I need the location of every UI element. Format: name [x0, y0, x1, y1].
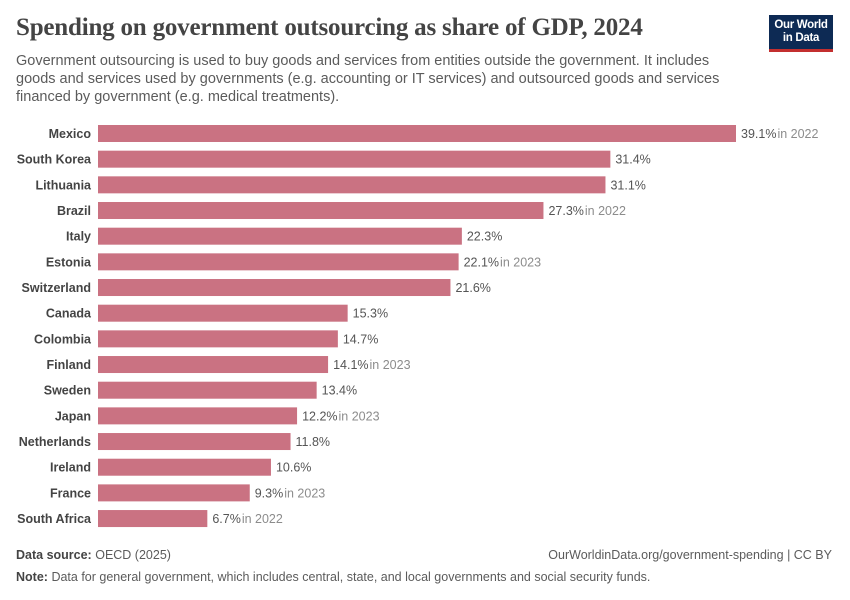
bar[interactable] — [98, 253, 459, 271]
chart-note: Note: Data for general government, which… — [16, 570, 650, 584]
year-note: in 2022 — [777, 127, 818, 141]
chart-subtitle: Government outsourcing is used to buy go… — [16, 53, 720, 105]
value-label: 22.1% — [464, 255, 499, 269]
category-label: Mexico — [49, 127, 92, 141]
year-note: in 2023 — [370, 358, 411, 372]
category-label: Italy — [66, 230, 91, 244]
bar[interactable] — [98, 407, 298, 425]
year-note: in 2023 — [500, 255, 541, 269]
category-label: Netherlands — [19, 435, 91, 449]
category-label: Estonia — [46, 255, 92, 269]
value-label: 31.1% — [610, 178, 645, 192]
category-label: France — [50, 486, 91, 500]
value-label: 14.1% — [333, 358, 368, 372]
value-label: 12.2% — [302, 409, 337, 423]
category-label: Lithuania — [35, 178, 92, 192]
note-text: Data for general government, which inclu… — [51, 570, 651, 584]
category-label: Switzerland — [22, 281, 91, 295]
note-label: Note: — [16, 570, 48, 584]
value-label: 14.7% — [343, 332, 378, 346]
category-label: Ireland — [50, 461, 91, 475]
value-label: 6.7% — [212, 512, 241, 526]
year-note: in 2023 — [284, 486, 325, 500]
year-note: in 2022 — [585, 204, 626, 218]
bar[interactable] — [98, 150, 611, 168]
category-label: Canada — [46, 307, 92, 321]
bar[interactable] — [98, 125, 736, 142]
value-label: 13.4% — [322, 384, 357, 398]
logo-line-2: in Data — [782, 32, 820, 44]
source-link[interactable]: OECD (2025) — [95, 548, 171, 562]
value-label: 15.3% — [353, 307, 388, 321]
bar[interactable] — [98, 227, 462, 245]
credit-link[interactable]: OurWorldinData.org/government-spending |… — [548, 548, 832, 562]
value-label: 11.8% — [296, 435, 331, 449]
category-label: Japan — [55, 409, 91, 423]
bar[interactable] — [98, 458, 271, 476]
bar[interactable] — [98, 330, 338, 348]
category-label: South Korea — [17, 153, 92, 167]
value-label: 27.3% — [548, 204, 583, 218]
category-label: Sweden — [44, 384, 91, 398]
bar[interactable] — [98, 381, 317, 399]
bar[interactable] — [98, 433, 291, 451]
chart-title: Spending on government outsourcing as sh… — [16, 14, 643, 41]
owid-logo[interactable]: Our World in Data — [769, 15, 833, 52]
value-label: 39.1% — [741, 127, 776, 141]
logo-line-1: Our World — [774, 19, 828, 31]
category-label: Colombia — [34, 332, 92, 346]
value-label: 9.3% — [255, 486, 284, 500]
data-source: Data source: OECD (2025) — [16, 548, 171, 562]
value-label: 10.6% — [276, 461, 311, 475]
bar[interactable] — [98, 176, 606, 194]
bar[interactable] — [98, 202, 544, 220]
bar[interactable] — [98, 356, 329, 374]
bar[interactable] — [98, 510, 208, 528]
bar[interactable] — [98, 279, 451, 297]
bar[interactable] — [98, 304, 348, 322]
bar[interactable] — [98, 484, 250, 502]
year-note: in 2022 — [242, 512, 283, 526]
value-label: 31.4% — [615, 153, 650, 167]
value-label: 21.6% — [455, 281, 490, 295]
value-label: 22.3% — [467, 230, 502, 244]
year-note: in 2023 — [339, 409, 380, 423]
category-label: South Africa — [17, 512, 92, 526]
category-label: Finland — [47, 358, 91, 372]
source-label: Data source: — [16, 548, 92, 562]
category-label: Brazil — [57, 204, 91, 218]
